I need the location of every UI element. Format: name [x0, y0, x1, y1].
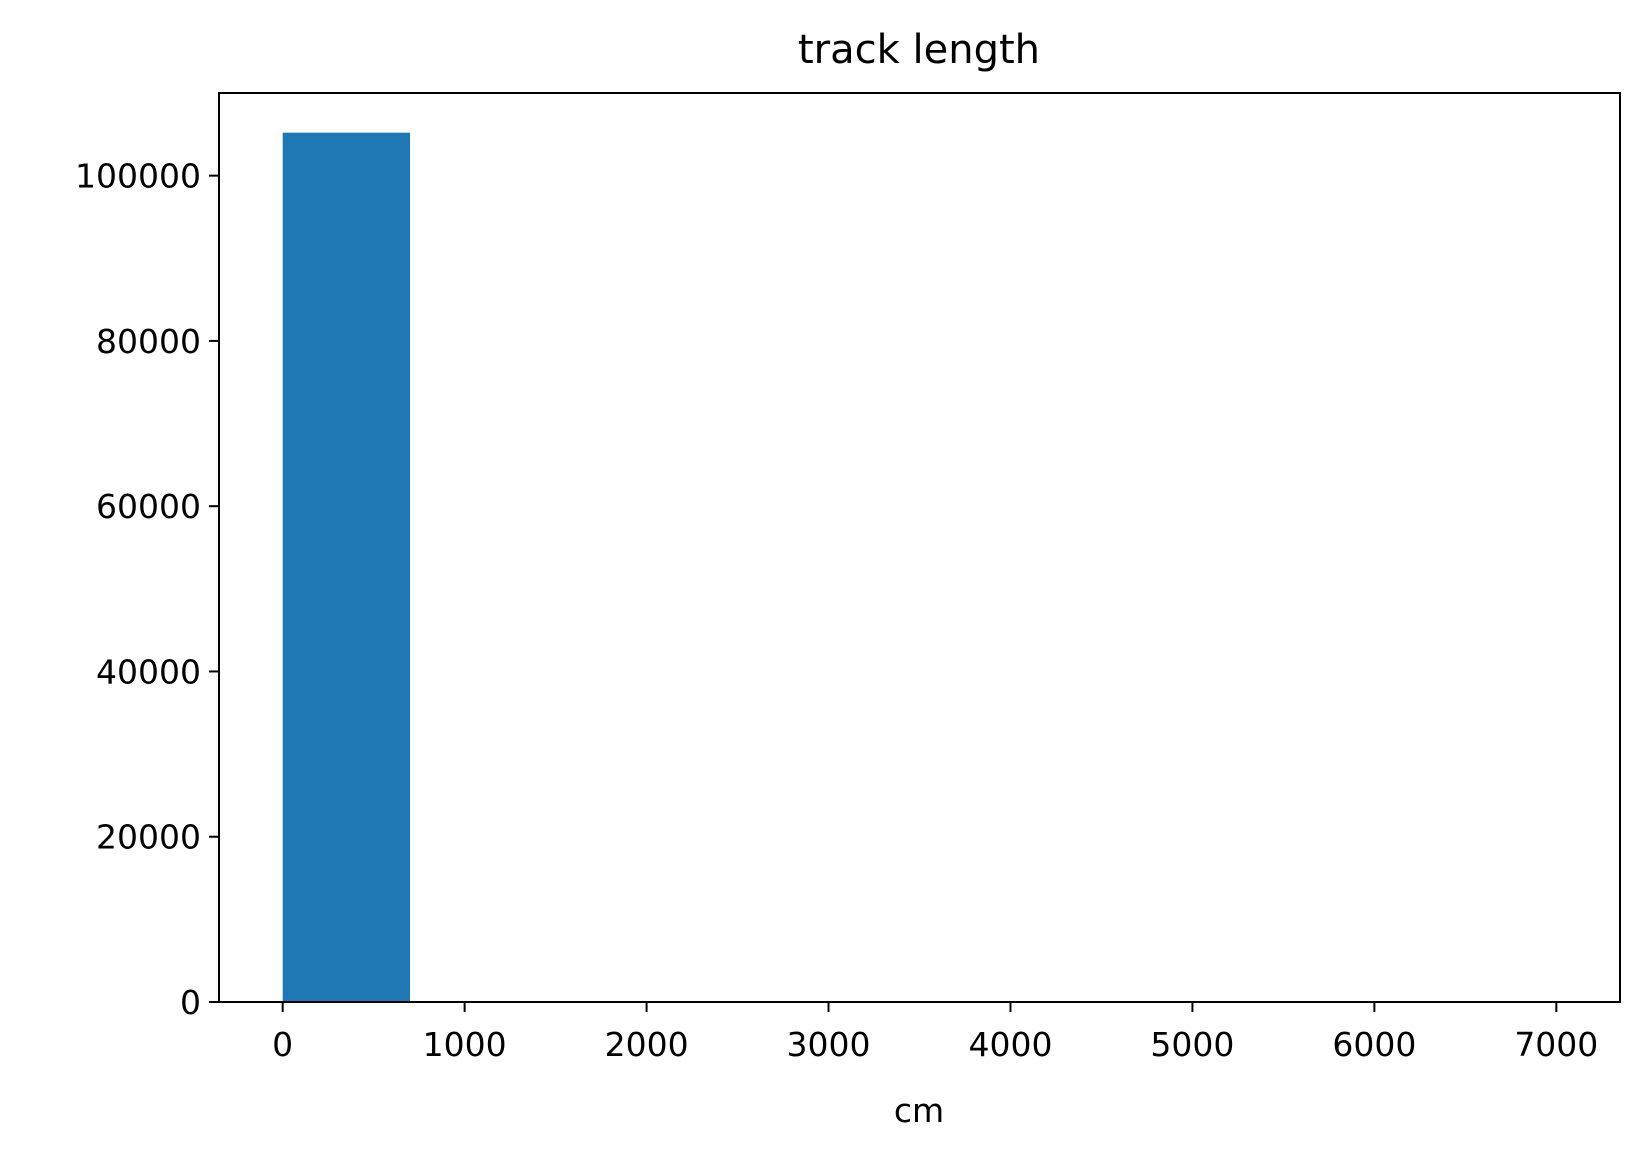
y-tick-label: 0	[180, 983, 201, 1022]
y-tick-label: 60000	[96, 487, 201, 526]
x-axis-label: cm	[894, 1091, 944, 1130]
x-tick-label: 0	[272, 1025, 293, 1064]
y-axis: 0 20000 40000 60000 80000 100000	[75, 157, 219, 1022]
y-tick-label: 40000	[96, 652, 201, 691]
x-tick-label: 4000	[968, 1025, 1052, 1064]
x-tick-label: 2000	[605, 1025, 689, 1064]
chart-title: track length	[798, 27, 1040, 73]
x-tick-label: 1000	[423, 1025, 507, 1064]
plot-frame	[218, 92, 1621, 1003]
x-tick-label: 7000	[1514, 1025, 1598, 1064]
x-tick-label: 3000	[787, 1025, 871, 1064]
x-axis: 0 1000 2000 3000 4000 5000 6000 7000	[272, 1002, 1598, 1064]
y-tick-label: 100000	[75, 157, 201, 196]
bars-group	[282, 132, 411, 1002]
histogram-bar-0	[282, 132, 411, 1002]
y-tick-label: 20000	[96, 818, 201, 857]
y-tick-label: 80000	[96, 322, 201, 361]
x-tick-label: 5000	[1150, 1025, 1234, 1064]
x-tick-label: 6000	[1332, 1025, 1416, 1064]
